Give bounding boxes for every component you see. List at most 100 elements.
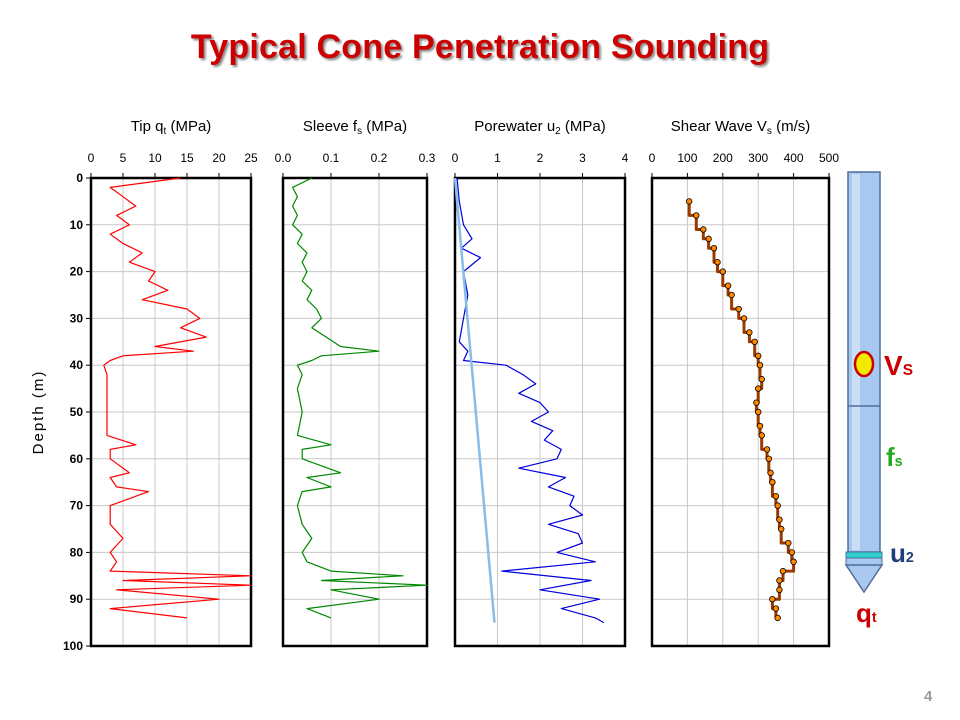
data-point-shearwave (785, 539, 792, 547)
data-point-shearwave (778, 525, 785, 533)
cone-label-vs: VS (884, 350, 913, 382)
tick-label-y: 70 (70, 499, 84, 513)
page-number: 4 (924, 688, 933, 705)
tick-label-x: 15 (180, 151, 194, 165)
axis-title-tail: (m/s) (772, 118, 810, 135)
data-point-shearwave (735, 305, 742, 313)
tick-label-x: 2 (537, 151, 544, 165)
tick-label-x: 4 (622, 151, 629, 165)
tick-label-x: 500 (819, 151, 839, 165)
tick-label-x: 0.3 (419, 151, 436, 165)
data-point-shearwave (767, 469, 774, 477)
panel-frame (281, 176, 429, 648)
axis-title-tail: (MPa) (166, 118, 211, 135)
data-point-shearwave (705, 235, 712, 243)
axis-title-tail: (MPa) (362, 118, 407, 135)
axis-title-sub: s (767, 126, 772, 137)
axis-title-sub: s (357, 126, 362, 137)
tick-label-x: 400 (784, 151, 804, 165)
cone-label-qt-sub: t (871, 610, 877, 626)
tick-label-x: 25 (244, 151, 258, 165)
panel-shearwave-axis-title: Shear Wave Vs (m/s) (671, 118, 810, 137)
panel-frame (453, 176, 627, 648)
panel-frame (650, 176, 831, 648)
tick-label-x: 0.2 (371, 151, 388, 165)
data-point-shearwave (756, 362, 764, 369)
tick-label-x: 1 (494, 151, 501, 165)
data-point-shearwave (755, 408, 762, 416)
data-point-shearwave (772, 493, 780, 500)
cone-label-fs-sub: s (894, 454, 903, 470)
data-point-shearwave (714, 259, 721, 266)
panel-sleeve: Sleeve fs (MPa) 0.0 0.1 0.2 0.3 (275, 118, 436, 648)
data-point-shearwave (755, 385, 762, 392)
series-line-porewater-hydrostatic (453, 177, 496, 623)
data-point-shearwave (719, 268, 726, 275)
data-point-shearwave (724, 282, 732, 289)
data-point-shearwave (728, 291, 735, 299)
axis-title-sub: 2 (555, 126, 561, 137)
tick-label-x: 10 (148, 151, 162, 165)
panel-sleeve-axis-title: Sleeve fs (MPa) (303, 118, 407, 137)
panel-porewater-axis-title: Porewater u2 (MPa) (474, 118, 605, 137)
axis-title-tail: (MPa) (561, 118, 606, 135)
tick-label-x: 300 (748, 151, 768, 165)
data-point-shearwave (740, 315, 748, 322)
cone-tip (844, 564, 884, 594)
tick-label-y: 100 (63, 639, 83, 653)
panel-shearwave: Shear Wave Vs (m/s) 0 100 200 300 400 500 (649, 118, 839, 648)
data-point-shearwave (700, 226, 707, 233)
tick-label-x: 20 (212, 151, 226, 165)
tick-label-y: 20 (70, 265, 84, 279)
panel-tip-axis-title: Tip qt (MPa) (131, 118, 212, 137)
cone-label-fs-main: f (886, 442, 895, 472)
cone-porewater-filter (845, 551, 883, 559)
series-line-shearwave (687, 201, 796, 620)
cone-label-vs-main: V (884, 350, 903, 381)
data-point-shearwave (758, 432, 765, 439)
data-point-shearwave (746, 329, 753, 336)
tick-label-x: 0 (452, 151, 459, 165)
cone-penetrometer-diagram (844, 171, 884, 594)
data-point-shearwave (769, 479, 776, 486)
data-point-shearwave (753, 399, 760, 406)
data-point-shearwave (693, 212, 700, 219)
tick-label-x: 100 (677, 151, 697, 165)
axis-title-main: Sleeve f (303, 118, 358, 135)
axis-title-sub: t (164, 126, 167, 137)
cone-label-u2: u2 (890, 538, 914, 569)
tick-label-y: 0 (76, 171, 83, 185)
slide-title: Typical Cone Penetration Sounding (190, 28, 770, 66)
tick-label-x: 0 (649, 151, 656, 165)
data-point-shearwave (685, 198, 693, 205)
panel-porewater: Porewater u2 (MPa)0 1 2 3 4 (452, 118, 629, 648)
tick-label-x: 200 (713, 151, 733, 165)
tick-label-y: 90 (70, 592, 84, 606)
series-line-tip (103, 177, 252, 619)
data-point-shearwave (774, 614, 781, 622)
tick-label-y: 80 (70, 545, 84, 559)
tick-label-y: 50 (70, 405, 84, 419)
data-point-shearwave (710, 244, 718, 252)
data-point-shearwave (769, 596, 776, 603)
cone-label-vs-sub: S (902, 362, 913, 379)
tick-label-y: 40 (70, 358, 84, 372)
cone-seismic-sensor (853, 350, 875, 378)
cone-label-u2-sub: 2 (905, 550, 914, 566)
tick-label-x: 0.1 (323, 151, 340, 165)
data-point-shearwave (776, 577, 783, 584)
data-point-shearwave (755, 352, 762, 360)
cone-label-qt-main: q (856, 598, 872, 628)
data-point-shearwave (758, 376, 765, 383)
tick-label-y: 60 (70, 452, 84, 466)
data-point-shearwave (751, 338, 758, 345)
data-point-shearwave (779, 567, 787, 575)
data-point-shearwave (776, 516, 783, 523)
data-point-shearwave (774, 502, 781, 509)
data-point-shearwave (790, 558, 797, 565)
axis-title-main: Shear Wave V (671, 118, 767, 135)
tick-label-x: 0 (88, 151, 95, 165)
cone-label-qt: qt (856, 598, 877, 629)
data-point-shearwave (788, 549, 796, 556)
